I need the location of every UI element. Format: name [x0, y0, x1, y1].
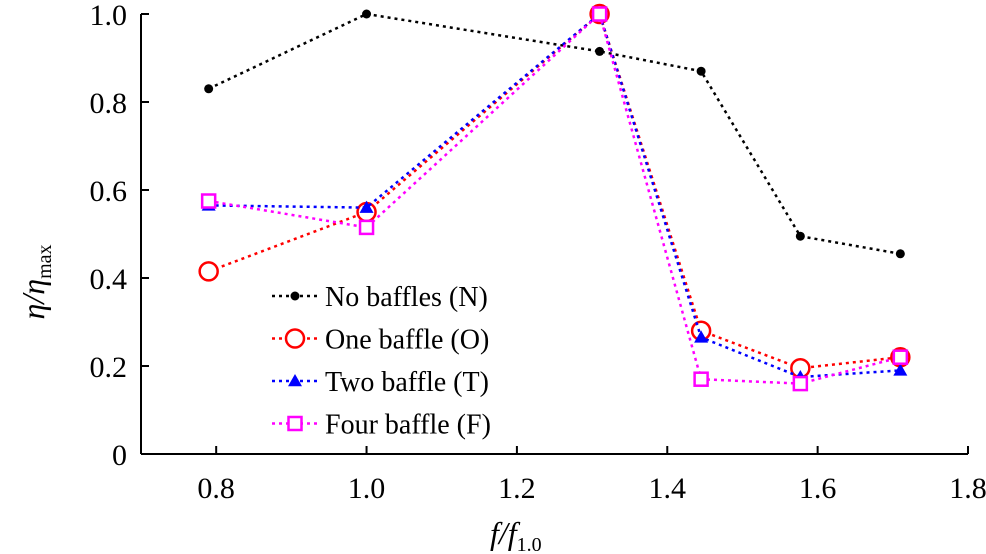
data-point	[595, 46, 605, 56]
x-axis-title: f/f1.0	[490, 515, 542, 554]
data-point	[198, 261, 219, 282]
data-point	[895, 249, 905, 259]
data-point	[694, 330, 709, 343]
x-tick-label: 1.0	[348, 472, 386, 505]
series-2	[201, 7, 908, 383]
y-tick-label: 0	[112, 439, 127, 472]
legend-marker	[287, 415, 303, 432]
y-tick-label: 0.8	[90, 87, 128, 120]
data-point	[696, 66, 706, 76]
y-tick-label: 0.2	[90, 351, 128, 384]
y-tick-label: 0.6	[90, 175, 128, 208]
series-line	[208, 11, 901, 379]
axes	[140, 14, 968, 455]
data-point	[892, 349, 909, 365]
legend-marker	[284, 328, 306, 349]
axis-titles: f/f1.0 η/ηmax	[15, 244, 542, 554]
y-tick-label: 1.0	[90, 0, 128, 32]
legend-marker	[290, 291, 300, 301]
legend-label: Two baffle (T)	[325, 367, 489, 398]
data-point	[362, 9, 372, 19]
data-point	[358, 219, 375, 236]
y-tick-label: 0.4	[90, 263, 128, 296]
series-line	[208, 12, 901, 256]
data-point	[200, 193, 217, 209]
legend-entry: One baffle (O)	[272, 325, 489, 356]
x-tick-label: 1.6	[799, 472, 837, 505]
legend-label: One baffle (O)	[325, 325, 489, 356]
series-0	[204, 9, 905, 259]
series-layer	[198, 3, 911, 392]
x-tick-label: 1.4	[649, 472, 687, 505]
data-point	[359, 200, 374, 213]
data-point	[693, 371, 709, 387]
legend-entry: Four baffle (F)	[272, 410, 491, 441]
x-tick-label: 1.2	[498, 472, 536, 505]
x-tick-label: 1.8	[949, 472, 986, 505]
series-line	[208, 11, 901, 385]
legend: No baffles (N) One baffle (O) Two baffle (…	[272, 282, 491, 441]
legend-entry: Two baffle (T)	[272, 367, 489, 398]
series-line	[208, 11, 901, 370]
data-point	[795, 231, 805, 241]
ticks: 0.8 1.0 1.2 1.4 1.6 1.8 0 0.2 0.4 0.6 0.8 1.0	[90, 0, 986, 505]
data-point	[893, 363, 908, 376]
legend-marker	[288, 374, 302, 387]
data-point	[204, 84, 214, 94]
legend-entry: No baffles (N)	[272, 282, 488, 313]
data-point	[591, 6, 608, 22]
x-tick-label: 0.8	[197, 472, 235, 505]
y-axis-title: η/ηmax	[15, 244, 56, 319]
series-1	[198, 3, 911, 379]
data-point	[792, 375, 809, 392]
legend-label: No baffles (N)	[325, 282, 488, 313]
legend-label: Four baffle (F)	[325, 410, 491, 441]
series-3	[200, 6, 909, 392]
